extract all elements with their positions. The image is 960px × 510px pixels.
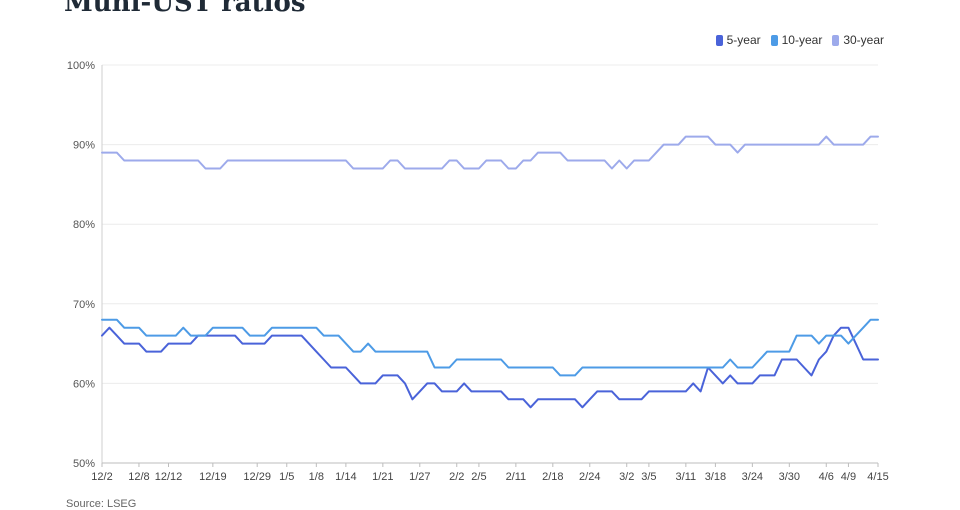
x-tick-label: 1/27 bbox=[409, 471, 430, 483]
x-tick-label: 4/9 bbox=[841, 471, 856, 483]
chart-title: Muni-UST ratios bbox=[64, 0, 306, 18]
y-tick-label: 70% bbox=[73, 299, 95, 311]
x-tick-label: 12/8 bbox=[128, 471, 149, 483]
y-tick-label: 90% bbox=[73, 140, 95, 152]
x-tick-label: 1/14 bbox=[335, 471, 356, 483]
x-tick-label: 3/18 bbox=[705, 471, 726, 483]
x-tick-label: 4/6 bbox=[819, 471, 834, 483]
legend-item-5-year[interactable]: 5-year bbox=[715, 33, 761, 47]
x-tick-label: 2/5 bbox=[471, 471, 486, 483]
x-tick-label: 12/29 bbox=[243, 471, 271, 483]
x-tick-label: 3/11 bbox=[676, 471, 697, 483]
series-line-10-year bbox=[101, 318, 879, 377]
x-tick-label: 2/11 bbox=[506, 471, 527, 483]
legend: 5-year 10-year 30-year bbox=[715, 33, 884, 47]
legend-swatch-10-year bbox=[770, 34, 778, 46]
y-tick-label: 80% bbox=[73, 219, 95, 231]
x-tick-label: 2/2 bbox=[449, 471, 464, 483]
series-line-5-year bbox=[101, 326, 879, 409]
legend-item-30-year[interactable]: 30-year bbox=[832, 33, 884, 47]
legend-label-5-year: 5-year bbox=[726, 33, 761, 47]
legend-label-10-year: 10-year bbox=[781, 33, 823, 47]
y-tick-label: 50% bbox=[73, 458, 95, 470]
axis-layer: 50% 60% 70% 80% 90% 100% 12/2 12/8 12/12 12/19 12/… bbox=[67, 60, 889, 483]
x-tick-label: 12/19 bbox=[199, 471, 227, 483]
x-tick-label: 4/15 bbox=[867, 471, 888, 483]
legend-swatch-5-year bbox=[715, 34, 723, 46]
series-line-30-year bbox=[101, 135, 879, 170]
legend-swatch-30-year bbox=[832, 34, 840, 46]
x-tick-label: 3/24 bbox=[742, 471, 763, 483]
x-tick-label: 3/5 bbox=[641, 471, 656, 483]
x-tick-label: 2/18 bbox=[542, 471, 563, 483]
legend-label-30-year: 30-year bbox=[843, 33, 884, 47]
x-tick-label: 1/5 bbox=[279, 471, 294, 483]
x-tick-label: 3/2 bbox=[619, 471, 634, 483]
series-layer bbox=[101, 135, 879, 409]
x-tick-label: 3/30 bbox=[779, 471, 800, 483]
y-tick-label: 100% bbox=[67, 60, 95, 72]
x-tick-label: 1/8 bbox=[309, 471, 324, 483]
source-note: Source: LSEG bbox=[66, 498, 137, 510]
x-tick-label: 1/21 bbox=[372, 471, 393, 483]
y-tick-label: 60% bbox=[73, 378, 95, 390]
x-tick-label: 2/24 bbox=[579, 471, 600, 483]
x-tick-label: 12/12 bbox=[155, 471, 183, 483]
x-tick-label: 12/2 bbox=[91, 471, 112, 483]
legend-item-10-year[interactable]: 10-year bbox=[770, 33, 823, 47]
